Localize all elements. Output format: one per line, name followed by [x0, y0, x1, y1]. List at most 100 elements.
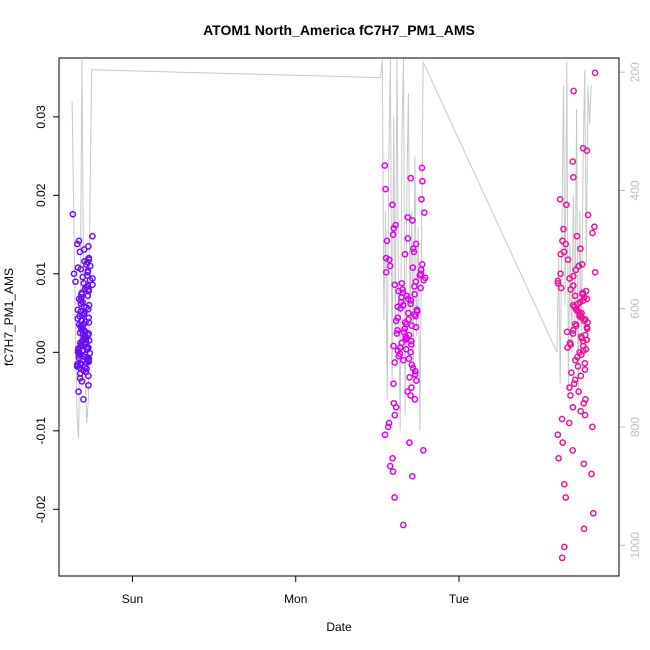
- x-tick-label: Tue: [449, 592, 470, 606]
- data-point: [70, 270, 78, 278]
- data-point: [85, 243, 92, 250]
- right-axis-tick-label: 1000: [628, 532, 642, 559]
- data-point: [568, 369, 575, 377]
- data-point: [558, 415, 566, 423]
- data-point: [395, 352, 403, 360]
- data-point: [408, 472, 416, 480]
- y-tick-label: -0.02: [34, 495, 48, 523]
- data-point: [554, 277, 562, 285]
- data-point: [563, 328, 571, 336]
- data-point: [389, 454, 396, 462]
- right-axis-tick-label: 600: [628, 298, 642, 318]
- data-point: [397, 305, 404, 312]
- data-point: [405, 309, 412, 317]
- data-point: [69, 210, 77, 218]
- data-point: [564, 344, 571, 351]
- right-axis-tick-label: 400: [628, 180, 642, 200]
- data-point: [591, 69, 599, 77]
- data-point: [409, 245, 417, 253]
- data-point: [584, 211, 592, 219]
- data-point: [563, 201, 570, 209]
- data-point: [572, 322, 580, 329]
- data-point: [390, 342, 397, 350]
- data-point: [391, 281, 399, 289]
- data-point: [570, 380, 578, 388]
- data-point: [578, 261, 586, 268]
- data-point: [570, 173, 577, 181]
- data-point: [583, 147, 591, 154]
- y-tick-label: 0.00: [34, 340, 48, 364]
- right-axis-tick-label: 800: [628, 417, 642, 437]
- data-point: [588, 470, 595, 478]
- data-point: [398, 279, 406, 287]
- data-point: [561, 543, 568, 551]
- data-point: [580, 399, 588, 407]
- data-point: [557, 284, 565, 292]
- data-point: [382, 268, 390, 276]
- data-point: [405, 355, 413, 362]
- data-point: [411, 396, 419, 403]
- data-point: [413, 377, 420, 384]
- series-1: [69, 210, 96, 403]
- data-point: [78, 378, 86, 385]
- data-point: [569, 326, 577, 334]
- data-point: [84, 292, 92, 300]
- data-point: [408, 384, 415, 391]
- data-point: [407, 392, 414, 399]
- data-point: [569, 330, 577, 337]
- data-point: [73, 240, 81, 248]
- y-tick-label: 0.02: [34, 183, 48, 207]
- data-point: [406, 374, 413, 381]
- data-point: [77, 265, 85, 273]
- y-tick-label: 0.03: [34, 105, 48, 129]
- data-point: [583, 295, 591, 303]
- data-point: [391, 411, 399, 419]
- data-point: [565, 419, 573, 427]
- data-point: [554, 431, 562, 439]
- data-point: [85, 381, 92, 389]
- data-point: [407, 174, 415, 182]
- data-point: [411, 370, 419, 378]
- data-point: [411, 290, 418, 298]
- data-point: [412, 312, 419, 320]
- data-point: [589, 423, 596, 431]
- data-point: [407, 348, 414, 356]
- data-point: [589, 229, 596, 237]
- data-point: [408, 361, 416, 369]
- data-point: [558, 554, 566, 562]
- data-point: [556, 195, 564, 203]
- data-point: [555, 454, 562, 462]
- data-point: [409, 217, 416, 224]
- data-point: [581, 359, 589, 367]
- data-point: [381, 431, 389, 439]
- data-point: [416, 272, 424, 279]
- data-point: [411, 283, 418, 290]
- right-axis-tick-label: 200: [628, 62, 642, 82]
- data-point: [591, 268, 599, 276]
- data-point: [571, 376, 579, 384]
- data-point: [562, 494, 570, 501]
- data-point: [560, 480, 568, 488]
- data-point: [412, 240, 420, 248]
- data-point: [75, 354, 83, 362]
- data-point: [84, 268, 92, 276]
- data-point: [419, 177, 426, 185]
- data-point: [410, 248, 418, 256]
- data-point: [389, 231, 397, 238]
- data-point: [570, 87, 577, 95]
- data-point: [392, 403, 400, 411]
- data-point: [589, 509, 597, 517]
- x-tick-label: Mon: [284, 592, 307, 606]
- data-point: [554, 279, 562, 287]
- data-point: [571, 356, 579, 364]
- data-point: [566, 275, 573, 282]
- data-point: [85, 372, 92, 380]
- data-point: [386, 262, 394, 270]
- data-point: [580, 317, 588, 325]
- data-point: [420, 209, 428, 216]
- data-point: [569, 403, 577, 411]
- data-point: [567, 286, 574, 293]
- data-point: [402, 345, 410, 353]
- y-tick-label: -0.01: [34, 417, 48, 445]
